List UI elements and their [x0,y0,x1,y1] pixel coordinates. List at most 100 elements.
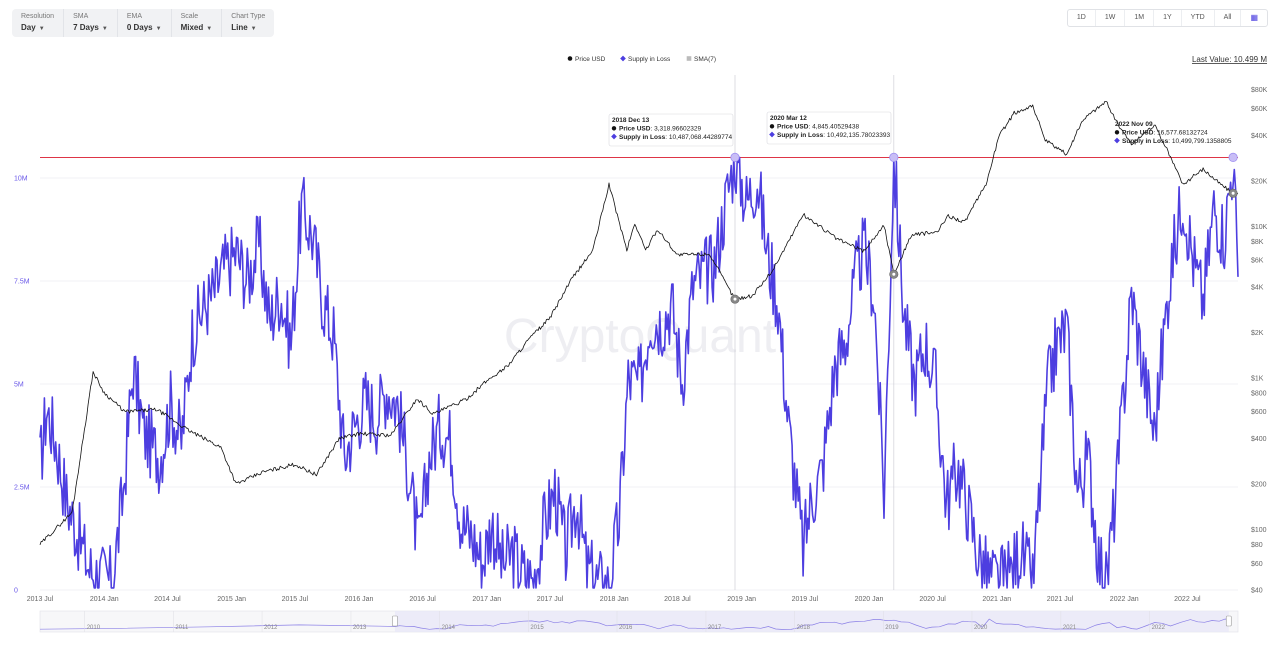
navigator-tick-label: 2019 [885,625,899,631]
supply-marker [1228,152,1238,162]
range-1d[interactable]: 1D [1068,10,1096,26]
navigator-tick-label: 2015 [530,625,544,631]
x-tick-label: 2018 Jan [600,596,629,603]
x-tick-label: 2020 Jan [855,596,884,603]
legend-item[interactable]: Price USD [567,56,606,63]
last-value[interactable]: Last Value: 10.499 M [1192,55,1267,64]
calendar-icon[interactable]: ▦ [1250,13,1258,22]
tooltip-price-icon [1114,130,1120,135]
control-value-text: Line [231,23,248,32]
x-tick-label: 2019 Jul [792,596,819,603]
control-value[interactable]: Mixed ▼ [181,22,213,35]
range-1m[interactable]: 1M [1125,10,1155,26]
navigator-tick-label: 2022 [1152,625,1166,631]
tooltip-supply-icon [611,133,617,140]
tooltip-supply-colon: : [1168,138,1172,145]
tooltip-supply: Supply in Loss: 10,492,135.78023393 [777,132,891,139]
right-axis: $40 $60 $80 $100 $200 $400 $600 $800 $1K $2K $4K $6… [1251,87,1268,594]
control-sma[interactable]: SMA 7 Days ▼ [64,9,118,37]
tooltip-supply-colon: : [665,134,669,141]
legend-item[interactable]: Supply in Loss [620,55,671,63]
tooltip-price-colon: : [1153,130,1157,137]
control-value[interactable]: 0 Days ▼ [127,22,162,35]
tooltip-price-value: 16,577.68132724 [1157,130,1208,137]
control-resolution[interactable]: Resolution Day ▼ [12,9,65,37]
annotation-tooltip: 2022 Nov 09 Price USD: 16,577.68132724Sup… [1114,121,1232,145]
markers [730,152,1238,304]
tooltip-price-label: Price USD [619,126,651,133]
tooltip-price-icon [611,126,617,131]
legend-swatch [686,56,692,61]
navigator[interactable]: 2010 2011 2012 2013 2014 2015 2016 2017 2018 2019… [39,610,1239,633]
legend-item[interactable]: SMA(7) [686,56,716,63]
tooltip-price-colon: : [650,126,654,133]
tooltip-price-colon: : [808,124,812,131]
navigator-tick-label: 2021 [1063,625,1077,631]
x-tick-label: 2017 Jan [472,596,501,603]
right-tick-label: $80 [1251,542,1263,549]
control-value[interactable]: 7 Days ▼ [73,22,108,35]
control-value-text: 0 Days [126,23,153,32]
legend-swatch [567,56,573,61]
tooltip-title: 2020 Mar 12 [770,115,807,122]
tooltip-price: Price USD: 3,318.96602329 [619,126,701,133]
range-all[interactable]: All [1215,10,1242,26]
left-tick-label: 0 [14,588,18,595]
tooltip-title: 2022 Nov 09 [1115,121,1153,128]
tooltip-supply-label: Supply in Loss [1122,138,1169,145]
control-chart-type[interactable]: Chart Type Line ▼ [222,9,274,37]
tooltip-supply-label: Supply in Loss [619,134,666,141]
range-ytd[interactable]: YTD [1182,10,1215,26]
navigator-handle-left[interactable] [392,615,398,627]
x-tick-label: 2022 Jul [1174,596,1201,603]
legend-label: Supply in Loss [628,56,671,63]
tooltip-supply-icon [769,131,775,138]
x-tick-label: 2021 Jul [1047,596,1074,603]
left-tick-label: 2.5M [14,485,30,492]
range-1w[interactable]: 1W [1096,10,1126,26]
tooltip-supply-icon [1114,137,1120,144]
navigator-tick-label: 2011 [175,625,189,631]
right-tick-label: $80K [1251,87,1268,94]
tooltip-supply-value: 10,487,068.44289774 [669,134,733,141]
tooltip-price-label: Price USD [777,124,809,131]
left-axis: 0 2.5M 5M 7.5M 10M [14,176,30,595]
right-tick-label: $10K [1251,224,1268,231]
price-marker-dot [1231,191,1235,195]
supply-marker [730,152,740,162]
legend-label: SMA(7) [694,56,716,63]
right-tick-label: $400 [1251,436,1267,443]
x-tick-label: 2017 Jul [537,596,564,603]
legend-swatch [620,55,626,62]
price-marker-dot [892,272,896,276]
navigator-tick-label: 2014 [442,625,456,631]
x-tick-label: 2015 Jan [217,596,246,603]
control-scale[interactable]: Scale Mixed ▼ [172,9,223,37]
x-tick-label: 2016 Jan [345,596,374,603]
control-label: SMA [73,13,89,20]
range-1y[interactable]: 1Y [1154,10,1182,26]
control-value-text: Day [21,23,36,32]
right-tick-label: $200 [1251,482,1267,489]
right-tick-label: $60 [1251,561,1263,568]
legend-label: Price USD [575,56,606,63]
x-tick-label: 2015 Jul [282,596,309,603]
price-marker-dot [733,297,737,301]
chevron-down-icon: ▼ [101,26,108,32]
right-tick-label: $2K [1251,330,1264,337]
x-axis: 2013 Jul 2014 Jan 2014 Jul 2015 Jan 2015 Jul… [27,596,1201,603]
chevron-down-icon: ▼ [250,26,257,32]
tooltip-supply-label: Supply in Loss [777,132,824,139]
tooltip-supply: Supply in Loss: 10,487,068.44289774 [619,134,733,141]
control-value[interactable]: Day ▼ [21,22,54,35]
navigator-tick-label: 2012 [264,625,278,631]
control-ema[interactable]: EMA 0 Days ▼ [118,9,172,37]
right-tick-label: $20K [1251,178,1268,185]
navigator-tick-label: 2017 [708,625,722,631]
control-value[interactable]: Line ▼ [231,22,265,35]
navigator-handle-right[interactable] [1225,615,1232,627]
navigator-tick-label: 2010 [87,625,101,631]
left-tick-label: 5M [14,382,24,389]
navigator-tick-label: 2018 [797,625,811,631]
